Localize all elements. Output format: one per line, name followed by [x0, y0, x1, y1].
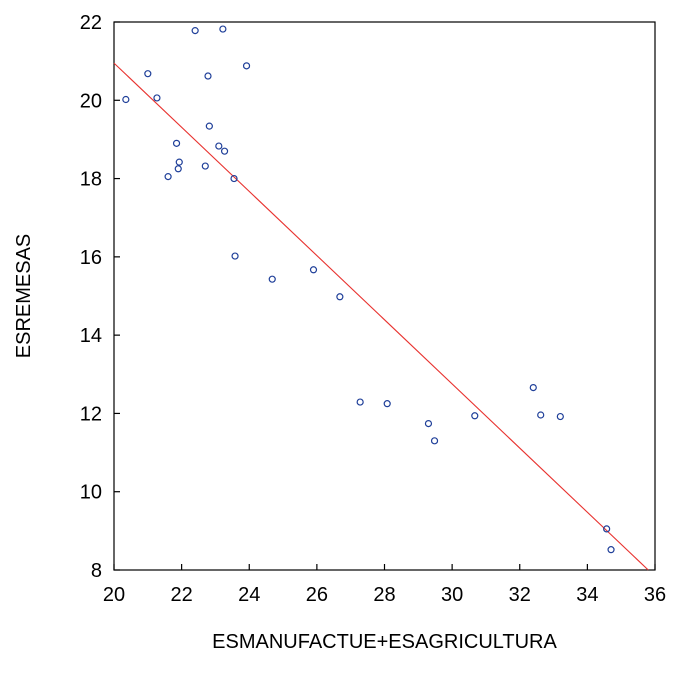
data-point	[144, 70, 152, 78]
x-tick-label: 32	[509, 584, 531, 606]
x-tick-label: 20	[103, 584, 125, 606]
y-tick-label: 8	[91, 560, 102, 582]
data-point	[174, 165, 182, 173]
y-tick-label: 10	[80, 482, 102, 504]
data-point	[383, 400, 391, 408]
data-point	[215, 142, 223, 150]
x-tick-label: 36	[644, 584, 666, 606]
y-tick-label: 16	[80, 247, 102, 269]
data-point	[231, 252, 239, 260]
regression-line	[113, 62, 649, 571]
y-tick-label: 22	[80, 12, 102, 34]
data-point	[153, 94, 161, 102]
y-tick-label: 14	[80, 325, 102, 347]
data-point	[537, 411, 545, 419]
data-point	[430, 437, 439, 445]
data-point	[122, 95, 130, 104]
data-point	[424, 420, 433, 428]
x-tick-label: 26	[306, 584, 328, 606]
data-point	[172, 139, 181, 147]
x-tick-label: 30	[441, 584, 463, 606]
data-point	[201, 162, 209, 170]
data-point	[471, 412, 479, 420]
data-point	[556, 412, 564, 421]
data-point	[204, 72, 212, 80]
y-tick-label: 18	[80, 169, 102, 191]
data-point	[164, 173, 172, 181]
y-tick-label: 12	[80, 403, 102, 425]
x-tick-label: 24	[238, 584, 260, 606]
data-point	[336, 293, 344, 301]
data-point	[356, 398, 364, 406]
data-point	[268, 275, 276, 283]
data-point	[191, 27, 199, 35]
x-tick-label: 22	[171, 584, 193, 606]
x-axis-title: ESMANUFACTUE+ESAGRICULTURA	[212, 631, 557, 653]
y-axis-title: ESREMESAS	[13, 234, 35, 358]
axis-ticks: 20 22 24 26 28 30 32 34 36 8 10 12 14 16 18 20 22	[80, 12, 666, 606]
fit-line-group	[113, 62, 649, 571]
data-point	[220, 147, 229, 155]
data-point	[607, 546, 615, 554]
data-point	[529, 383, 537, 392]
data-point	[219, 25, 227, 33]
data-point	[205, 122, 213, 130]
data-point	[242, 62, 251, 70]
x-tick-label: 28	[373, 584, 395, 606]
data-point	[230, 174, 238, 183]
plot-frame	[113, 21, 656, 571]
data-point	[175, 158, 183, 166]
y-tick-label: 20	[80, 90, 102, 112]
x-tick-label: 34	[576, 584, 598, 606]
data-point	[603, 525, 611, 533]
data-points	[122, 25, 615, 554]
data-point	[309, 266, 318, 274]
